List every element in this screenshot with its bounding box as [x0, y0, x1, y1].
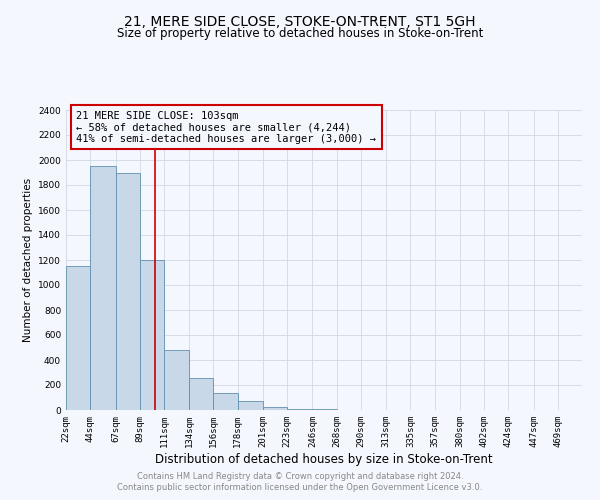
Text: Contains public sector information licensed under the Open Government Licence v3: Contains public sector information licen… — [118, 484, 482, 492]
Text: 21 MERE SIDE CLOSE: 103sqm
← 58% of detached houses are smaller (4,244)
41% of s: 21 MERE SIDE CLOSE: 103sqm ← 58% of deta… — [76, 110, 376, 144]
Bar — [116, 172, 140, 410]
Bar — [238, 401, 263, 410]
Bar — [189, 378, 214, 410]
Bar — [90, 166, 116, 410]
Bar — [214, 392, 238, 410]
Text: Contains HM Land Registry data © Crown copyright and database right 2024.: Contains HM Land Registry data © Crown c… — [137, 472, 463, 481]
Bar — [66, 266, 90, 410]
Bar — [164, 350, 189, 410]
Text: Size of property relative to detached houses in Stoke-on-Trent: Size of property relative to detached ho… — [117, 28, 483, 40]
X-axis label: Distribution of detached houses by size in Stoke-on-Trent: Distribution of detached houses by size … — [155, 452, 493, 466]
Bar — [287, 408, 313, 410]
Bar — [140, 260, 164, 410]
Y-axis label: Number of detached properties: Number of detached properties — [23, 178, 32, 342]
Bar — [263, 407, 287, 410]
Bar — [313, 409, 337, 410]
Text: 21, MERE SIDE CLOSE, STOKE-ON-TRENT, ST1 5GH: 21, MERE SIDE CLOSE, STOKE-ON-TRENT, ST1… — [124, 15, 476, 29]
